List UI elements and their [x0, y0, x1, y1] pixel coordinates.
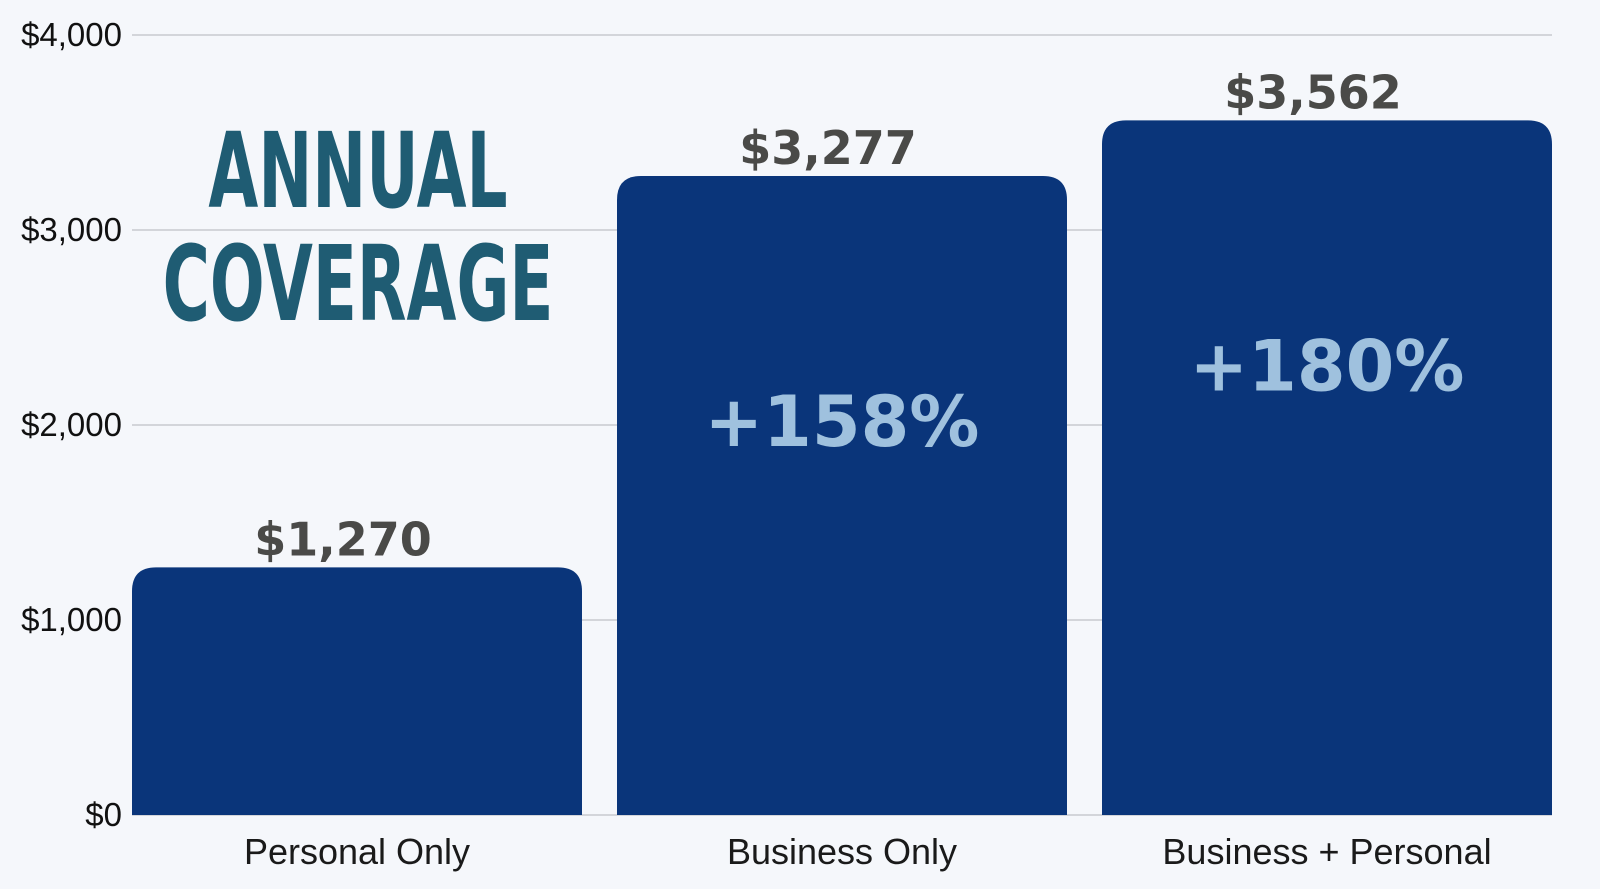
x-category-label: Business + Personal	[1162, 831, 1491, 872]
chart-title-line: ANNUAL	[208, 112, 507, 232]
bar	[1102, 120, 1552, 815]
x-category-label: Business Only	[727, 831, 957, 872]
bar-change-label: +158%	[705, 381, 980, 463]
bar-value-label: $1,270	[254, 512, 432, 566]
y-tick-label: $4,000	[21, 16, 122, 53]
y-tick-label: $0	[85, 796, 122, 833]
x-category-label: Personal Only	[244, 831, 470, 872]
y-tick-label: $2,000	[21, 406, 122, 443]
y-tick-label: $3,000	[21, 211, 122, 248]
x-axis-categories: Personal Only Business Only Business + Per…	[244, 831, 1492, 872]
bar	[132, 567, 582, 815]
y-axis-ticks: $0 $1,000 $2,000 $3,000 $4,000	[21, 16, 122, 833]
bar	[617, 175, 1067, 816]
bar-labels: $1,270 $3,277 +158% $3,562 +180%	[254, 65, 1464, 566]
bar-value-label: $3,562	[1224, 65, 1402, 119]
y-tick-label: $1,000	[21, 601, 122, 638]
bars	[132, 120, 1552, 816]
chart-title-line: COVERAGE	[163, 225, 554, 345]
bar-change-label: +180%	[1190, 325, 1465, 407]
bar-value-label: $3,277	[739, 121, 917, 175]
